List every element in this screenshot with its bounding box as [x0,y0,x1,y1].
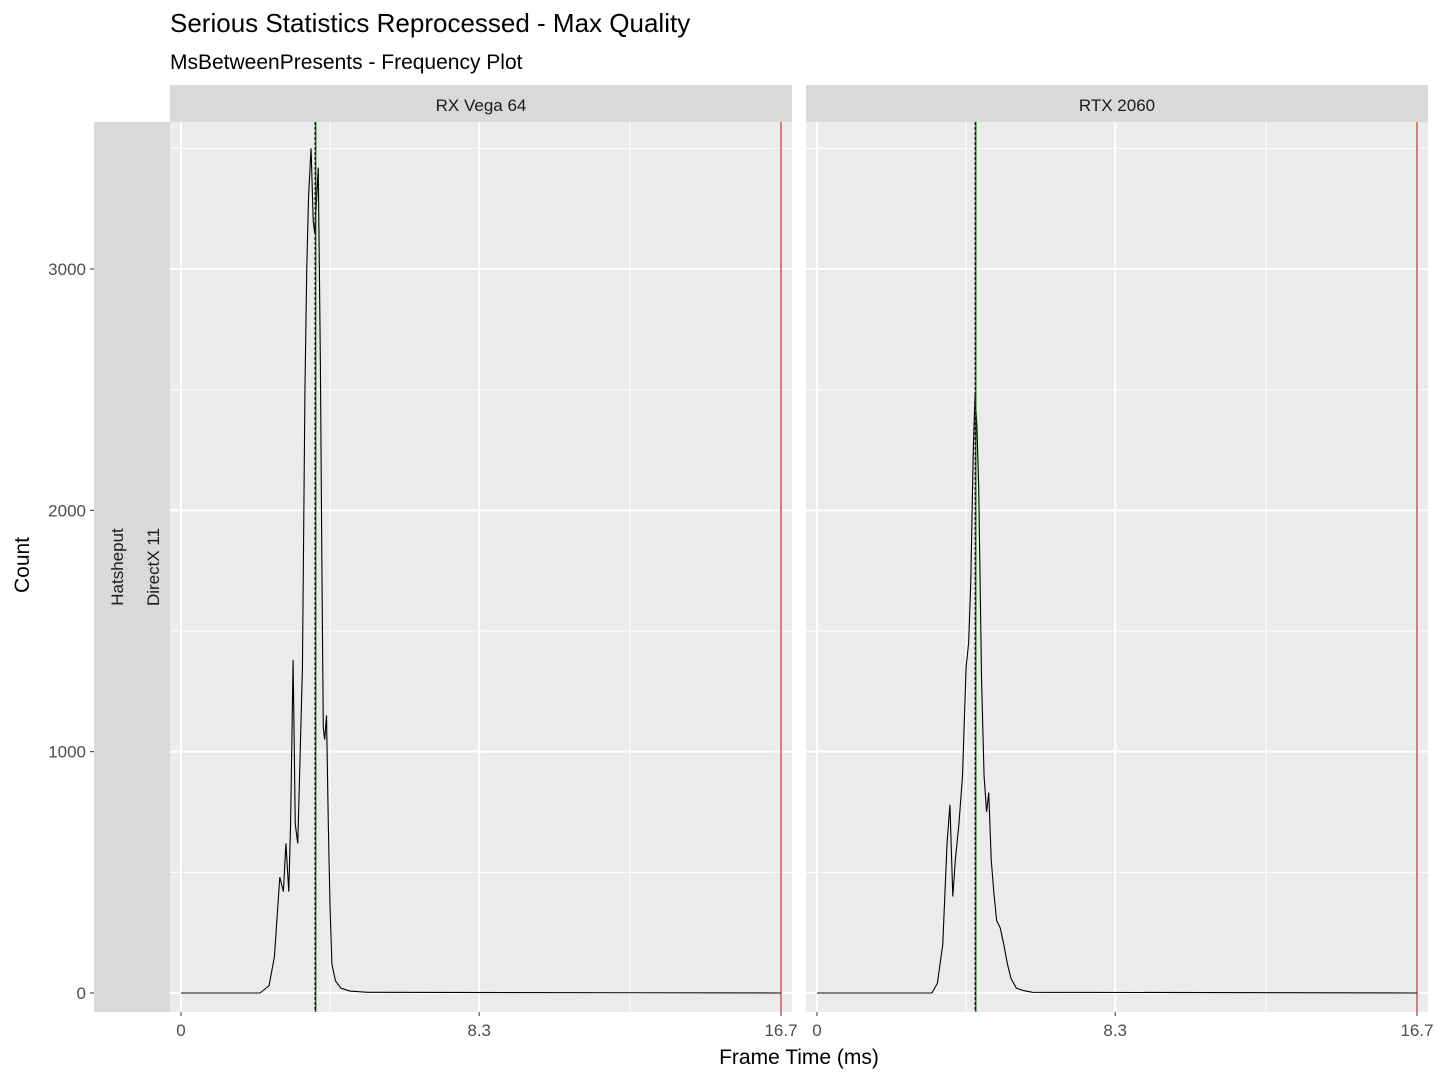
y-tick-label: 3000 [48,260,86,279]
y-tick-label: 2000 [48,501,86,520]
row-strip-label: Hatsheput [108,528,127,606]
y-axis: 0 1000 2000 3000 [48,260,94,1003]
x-tick-label: 8.3 [467,1021,491,1040]
panel-background [806,122,1428,1012]
y-tick-label: 1000 [48,743,86,762]
x-tick-label: 8.3 [1103,1021,1127,1040]
facet-strip [806,85,1428,122]
chart-title: Serious Statistics Reprocessed - Max Qua… [170,8,690,38]
frequency-curve [817,394,1418,994]
facet-strip-label: RTX 2060 [1079,96,1155,115]
row-strip-group: Hatsheput DirectX 11 [94,122,170,1012]
chart-subtitle: MsBetweenPresents - Frequency Plot [170,51,523,74]
row-strip-background [94,122,170,1012]
x-axis-title: Frame Time (ms) [719,1046,879,1069]
x-tick-label: 0 [176,1021,185,1040]
row-strip-label: DirectX 11 [144,528,163,606]
panel-background [170,122,792,1012]
panels-group: RX Vega 64 0 8.3 16.7 RTX 2060 0 8.3 16.7 [170,85,1434,1040]
x-tick-label: 0 [812,1021,821,1040]
facet-panel: RX Vega 64 0 8.3 16.7 [170,85,798,1040]
y-axis-title: Count [11,537,34,593]
x-tick-label: 16.7 [1400,1021,1433,1040]
facet-strip [170,85,792,122]
frequency-curve [181,148,782,994]
x-tick-label: 16.7 [764,1021,797,1040]
y-tick-label: 0 [77,984,86,1003]
facet-panel: RTX 2060 0 8.3 16.7 [806,85,1434,1040]
facet-strip-label: RX Vega 64 [436,96,527,115]
